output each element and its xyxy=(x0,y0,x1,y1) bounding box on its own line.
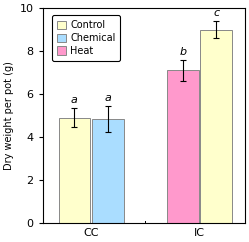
Text: a: a xyxy=(104,93,111,103)
Text: c: c xyxy=(213,8,219,18)
Legend: Control, Chemical, Heat: Control, Chemical, Heat xyxy=(52,15,120,61)
Y-axis label: Dry weight per pot (g): Dry weight per pot (g) xyxy=(4,61,14,170)
Text: a: a xyxy=(71,96,78,106)
Bar xyxy=(167,70,198,223)
Bar xyxy=(200,30,232,223)
Bar xyxy=(59,118,90,223)
Text: b: b xyxy=(179,47,186,57)
Bar xyxy=(92,119,124,223)
